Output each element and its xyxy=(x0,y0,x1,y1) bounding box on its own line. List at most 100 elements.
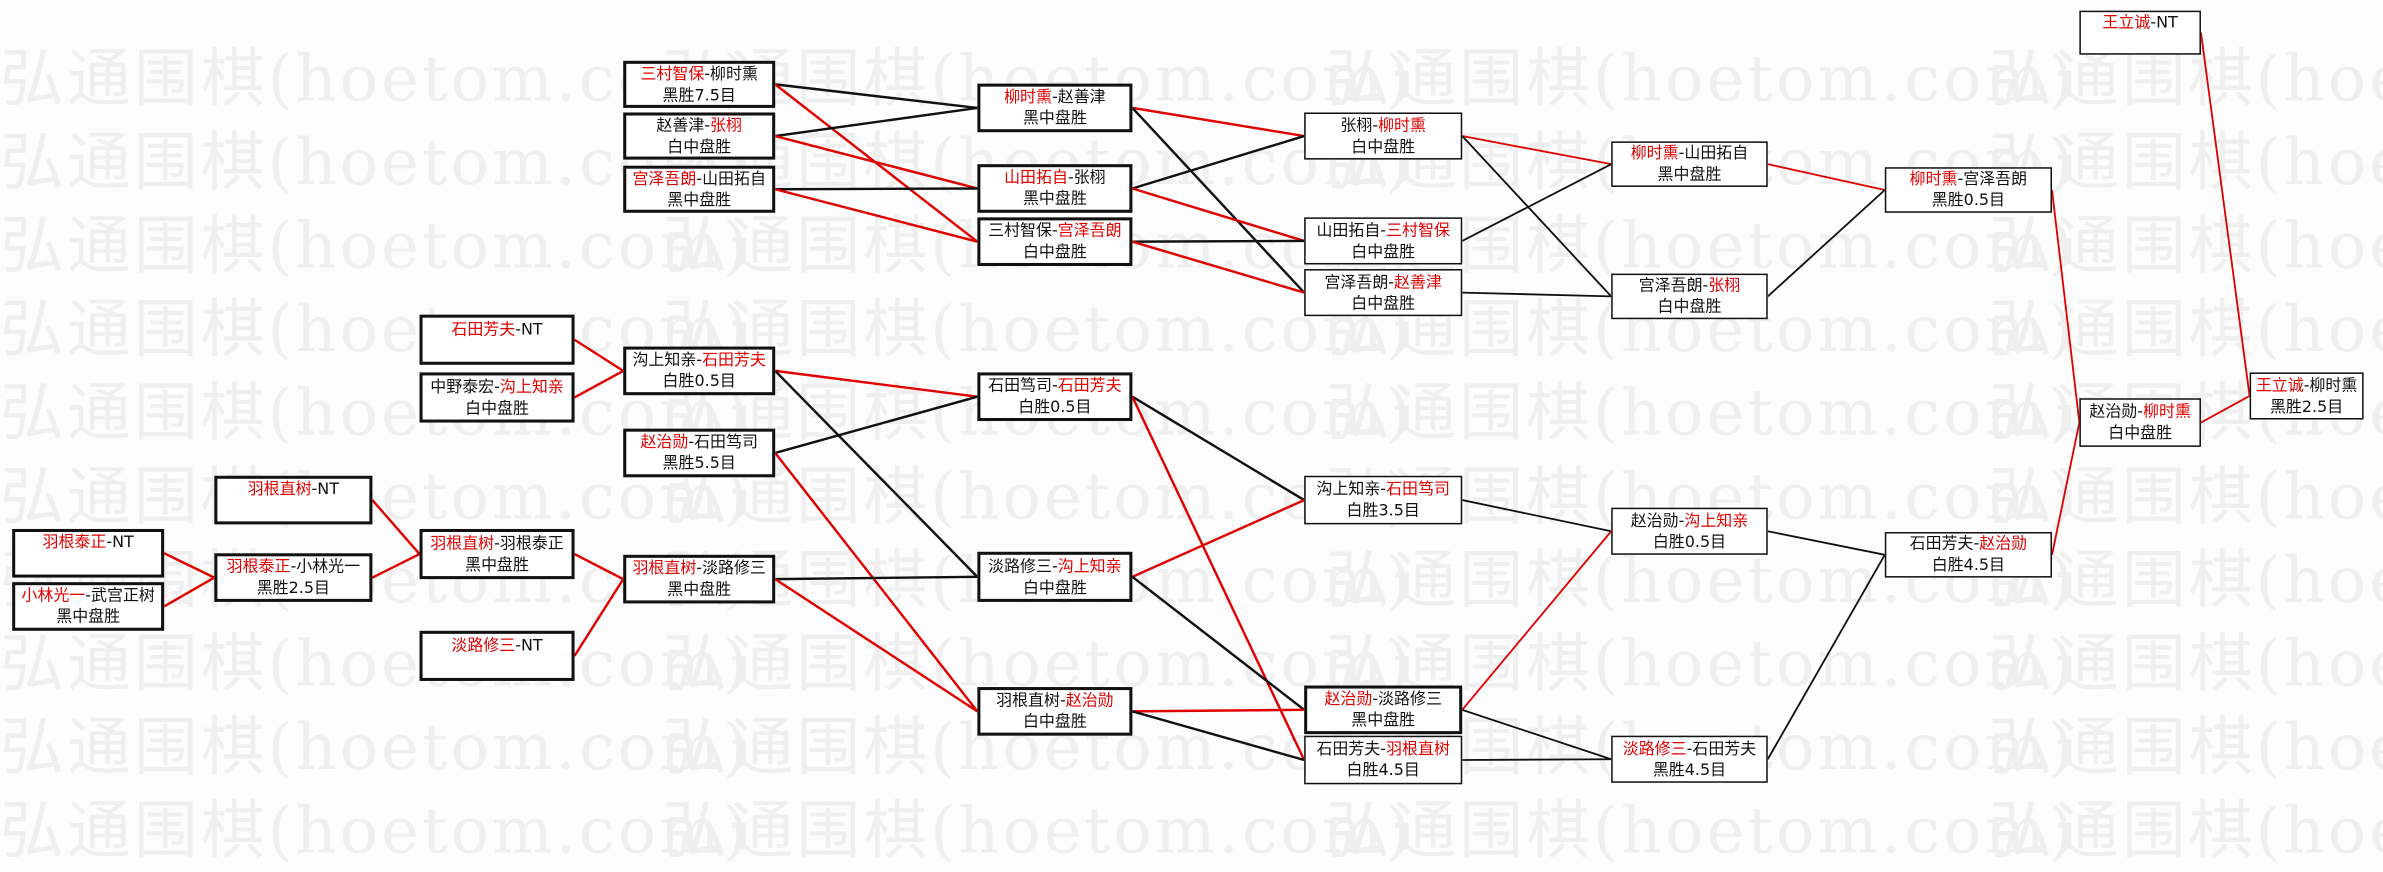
separator: - xyxy=(1957,170,1964,189)
match-box[interactable]: 柳时熏-宫泽吾朗 黑胜0.5目 xyxy=(1884,167,2052,213)
winner-connector xyxy=(2200,395,2251,424)
match-box[interactable]: 三村智保-宫泽吾朗 白中盘胜 xyxy=(977,217,1133,266)
player-white: NT xyxy=(112,533,134,552)
player-white: 柳时熏 xyxy=(2309,376,2358,395)
separator: - xyxy=(1380,740,1387,759)
match-box[interactable]: 羽根泰正-NT xyxy=(12,528,165,578)
match-result: 黑中盘胜 xyxy=(667,580,732,599)
winner-connector xyxy=(371,552,421,579)
separator: - xyxy=(704,64,711,83)
match-result: 白胜0.5目 xyxy=(1652,532,1727,551)
match-box[interactable]: 石田芳夫-羽根直树 白胜4.5目 xyxy=(1304,735,1463,785)
watermark-text: 弘通围棋(hoetom.com) xyxy=(1988,291,2383,367)
player-white: 柳时熏 xyxy=(2143,402,2191,422)
player-black: 三村智保 xyxy=(640,64,705,83)
match-result: 白中盘胜 xyxy=(1351,137,1416,156)
player-black: 宫泽吾朗 xyxy=(1324,272,1389,292)
match-box[interactable]: 王立诚-柳时熏 黑胜2.5目 xyxy=(2249,372,2364,420)
match-result xyxy=(15,553,161,574)
match-players: 淡路修三-沟上知亲 xyxy=(980,556,1129,577)
winner-connector xyxy=(574,552,624,581)
match-box[interactable]: 宫泽吾朗-赵善津 白中盘胜 xyxy=(1304,269,1463,317)
match-box[interactable]: 柳时熏-赵善津 黑中盘胜 xyxy=(977,83,1133,133)
match-box[interactable]: 三村智保-柳时熏 黑胜7.5目 xyxy=(623,60,776,108)
match-box[interactable]: 宫泽吾朗-山田拓自 黑中盘胜 xyxy=(623,165,776,213)
match-box[interactable]: 小林光一-武宫正树 黑中盘胜 xyxy=(12,582,165,631)
match-box[interactable]: 沟上知亲-石田芳夫 白胜0.5目 xyxy=(623,346,776,396)
match-box[interactable]: 王立诚-NT xyxy=(2079,10,2201,55)
loser-connector xyxy=(1767,530,1885,556)
match-box[interactable]: 赵治勋-柳时熏 白中盘胜 xyxy=(2079,398,2201,447)
match-box[interactable]: 石田芳夫-NT xyxy=(419,314,575,365)
player-white: 宫泽吾朗 xyxy=(1963,170,2028,189)
loser-connector xyxy=(1461,708,1612,761)
player-white: 张栩 xyxy=(1708,276,1741,295)
player-white: 赵善津 xyxy=(1057,88,1106,107)
loser-connector xyxy=(1131,575,1305,711)
player-black: 三村智保 xyxy=(988,221,1052,241)
player-black: 王立诚 xyxy=(2102,12,2151,32)
match-box[interactable]: 宫泽吾朗-张栩 白中盘胜 xyxy=(1611,273,1768,320)
match-box[interactable]: 羽根泰正-小林光一 黑胜2.5目 xyxy=(214,553,373,602)
player-white: 沟上知亲 xyxy=(1057,557,1122,576)
player-white: 张栩 xyxy=(1073,168,1106,187)
match-players: 小林光一-武宫正树 xyxy=(15,585,161,606)
match-box[interactable]: 赵善津-张栩 白中盘胜 xyxy=(623,112,776,160)
match-box[interactable]: 羽根直树-羽根泰正 黑中盘胜 xyxy=(419,528,575,580)
match-box[interactable]: 石田芳夫-赵治勋 白胜4.5目 xyxy=(1884,532,2052,578)
match-box[interactable]: 淡路修三-NT xyxy=(419,630,575,681)
match-box[interactable]: 中野泰宏-沟上知亲 白中盘胜 xyxy=(419,372,575,423)
watermark-text: 弘通围棋(hoetom.com) xyxy=(0,793,751,868)
watermark-text: 弘通围棋(hoetom.com) xyxy=(1988,208,2383,283)
match-result: 黑胜4.5目 xyxy=(1652,760,1727,779)
player-black: 柳时熏 xyxy=(1909,170,1958,189)
match-result xyxy=(217,500,369,521)
match-box[interactable]: 赵治勋-淡路修三 黑中盘胜 xyxy=(1304,685,1463,735)
match-box[interactable]: 赵治勋-沟上知亲 白胜0.5目 xyxy=(1611,507,1768,555)
match-box[interactable]: 沟上知亲-石田笃司 白胜3.5目 xyxy=(1304,475,1463,525)
separator: - xyxy=(290,557,297,577)
match-result: 白中盘胜 xyxy=(1351,242,1416,261)
match-result: 白中盘胜 xyxy=(2108,424,2173,443)
player-white: 武宫正树 xyxy=(91,586,155,605)
loser-connector xyxy=(775,83,978,110)
match-players: 王立诚-NT xyxy=(2081,11,2200,32)
match-box[interactable]: 淡路修三-沟上知亲 白中盘胜 xyxy=(977,551,1133,602)
match-players: 石田芳夫-NT xyxy=(423,318,572,339)
separator: - xyxy=(1686,739,1693,758)
match-box[interactable]: 淡路修三-石田芳夫 黑胜4.5目 xyxy=(1611,735,1768,783)
match-box[interactable]: 石田笃司-石田芳夫 白胜0.5目 xyxy=(977,372,1133,422)
match-players: 宫泽吾朗-赵善津 xyxy=(1306,271,1461,292)
player-white: NT xyxy=(520,636,543,655)
match-result: 白胜0.5目 xyxy=(1018,398,1092,417)
player-black: 赵治勋 xyxy=(1324,690,1373,709)
winner-connector xyxy=(1132,106,1305,138)
match-box[interactable]: 羽根直树-赵治勋 白中盘胜 xyxy=(977,687,1133,736)
player-black: 羽根直树 xyxy=(430,534,495,553)
match-box[interactable]: 赵治勋-石田笃司 黑胜5.5目 xyxy=(623,428,776,478)
match-players: 羽根泰正-小林光一 xyxy=(217,556,369,577)
loser-connector xyxy=(1131,107,1306,294)
watermark-text: 弘通围棋(hoetom.com) xyxy=(662,793,1414,868)
match-box[interactable]: 山田拓自-三村智保 白中盘胜 xyxy=(1304,217,1463,265)
match-box[interactable]: 张栩-柳时熏 白中盘胜 xyxy=(1304,112,1463,160)
match-players: 石田笃司-石田芳夫 xyxy=(980,375,1129,396)
player-black: 柳时熏 xyxy=(1630,144,1679,163)
match-result: 黑胜5.5目 xyxy=(662,454,736,473)
player-white: 淡路修三 xyxy=(702,559,766,578)
player-white: 沟上知亲 xyxy=(1684,511,1749,530)
match-players: 柳时熏-山田拓自 xyxy=(1613,143,1767,164)
match-box[interactable]: 羽根直树-NT xyxy=(214,475,373,525)
loser-connector xyxy=(1132,239,1305,243)
separator: - xyxy=(515,319,521,339)
match-result: 黑胜0.5目 xyxy=(1931,191,2006,210)
match-box[interactable]: 羽根直树-淡路修三 黑中盘胜 xyxy=(623,554,776,604)
match-players: 柳时熏-宫泽吾朗 xyxy=(1886,169,2050,190)
separator: - xyxy=(1380,480,1387,499)
watermark-text: 弘通围棋(hoetom.com) xyxy=(662,459,1414,534)
match-box[interactable]: 柳时熏-山田拓自 黑中盘胜 xyxy=(1611,141,1768,187)
loser-connector xyxy=(1462,758,1612,761)
match-box[interactable]: 山田拓自-张栩 黑中盘胜 xyxy=(977,164,1133,213)
winner-connector xyxy=(1132,187,1305,243)
match-result: 白胜3.5目 xyxy=(1346,501,1420,520)
